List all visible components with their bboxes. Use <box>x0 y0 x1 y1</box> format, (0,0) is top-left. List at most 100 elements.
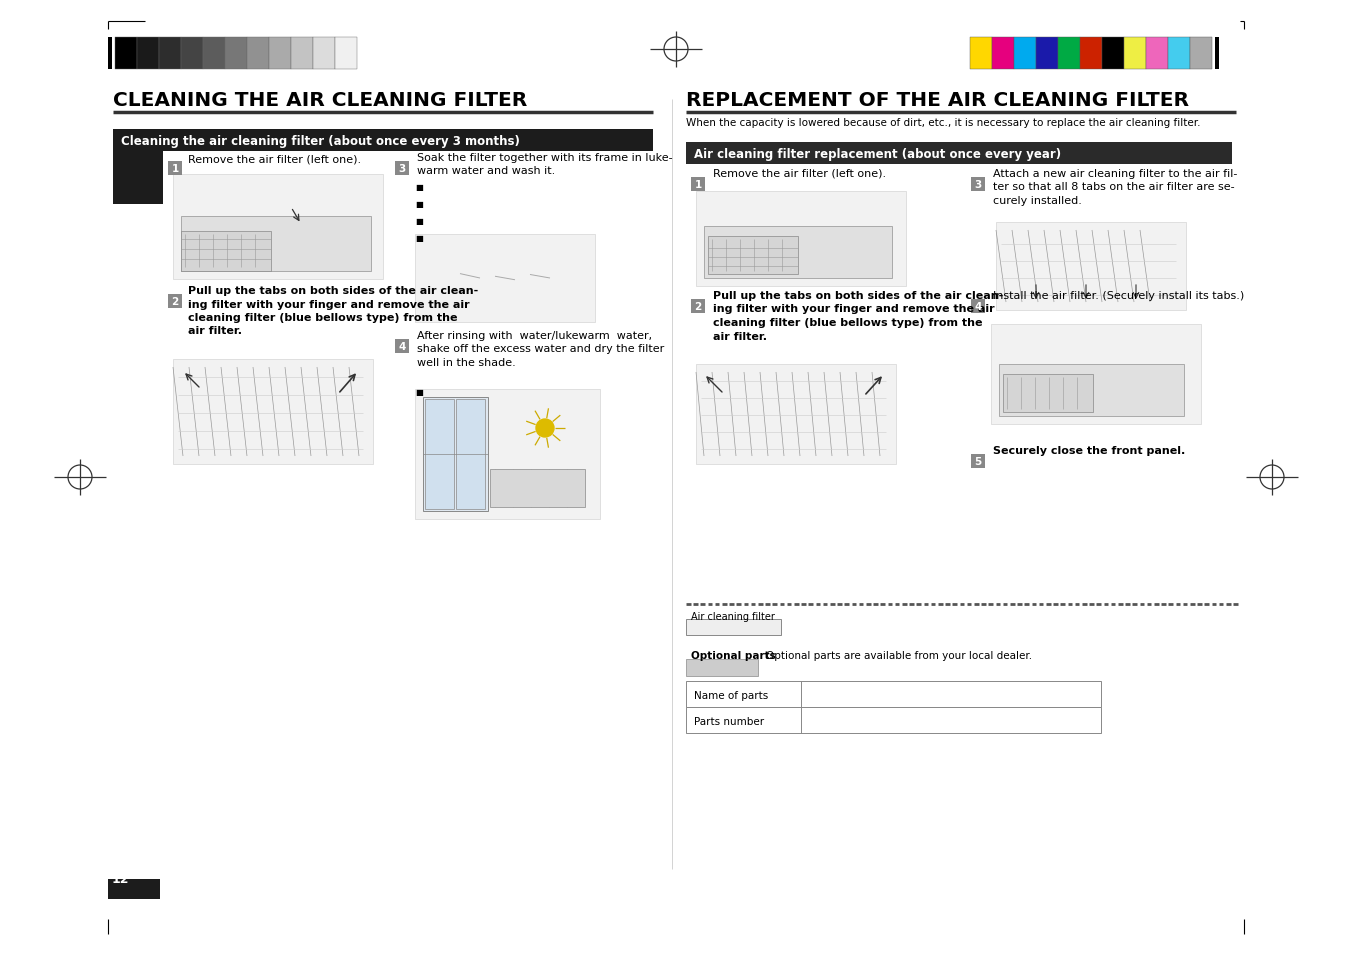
Bar <box>108 38 112 70</box>
Bar <box>425 399 454 510</box>
Text: 12: 12 <box>112 872 130 885</box>
Polygon shape <box>823 239 850 276</box>
Bar <box>1003 375 1092 413</box>
Bar <box>969 38 992 70</box>
Bar <box>1059 38 1080 70</box>
Bar <box>996 223 1186 311</box>
Text: After rinsing with  water/lukewarm  water,: After rinsing with water/lukewarm water, <box>416 331 652 340</box>
Text: ing filter with your finger and remove the air: ing filter with your finger and remove t… <box>713 304 995 314</box>
Text: 2: 2 <box>172 296 178 307</box>
Text: Optional parts are available from your local dealer.: Optional parts are available from your l… <box>767 650 1032 660</box>
Bar <box>991 325 1201 424</box>
Bar <box>224 38 247 70</box>
Bar <box>415 234 595 323</box>
Text: Attach a new air cleaning filter to the air fil-: Attach a new air cleaning filter to the … <box>992 169 1237 179</box>
Text: Optional parts: Optional parts <box>691 650 776 660</box>
Bar <box>691 178 704 192</box>
Text: Name of parts: Name of parts <box>694 690 768 700</box>
Bar <box>456 399 485 510</box>
Bar <box>691 299 704 314</box>
Polygon shape <box>1117 376 1146 415</box>
Text: ■: ■ <box>415 183 423 192</box>
Bar <box>685 659 758 677</box>
Text: ■: ■ <box>415 233 423 243</box>
Bar <box>181 216 370 272</box>
Bar <box>1036 38 1059 70</box>
Bar <box>395 162 410 175</box>
Bar <box>999 365 1184 416</box>
Text: ing filter with your finger and remove the air: ing filter with your finger and remove t… <box>188 299 469 309</box>
Bar <box>1124 38 1146 70</box>
Text: ■: ■ <box>415 388 423 396</box>
Text: ter so that all 8 tabs on the air filter are se-: ter so that all 8 tabs on the air filter… <box>992 182 1234 193</box>
Text: Soak the filter together with its frame in luke-: Soak the filter together with its frame … <box>416 152 673 163</box>
Bar <box>114 130 653 152</box>
Text: cleaning filter (blue bellows type) from the: cleaning filter (blue bellows type) from… <box>713 317 983 328</box>
Text: well in the shade.: well in the shade. <box>416 357 515 368</box>
Text: Securely close the front panel.: Securely close the front panel. <box>992 446 1186 456</box>
Bar <box>160 38 181 70</box>
Bar <box>181 232 270 272</box>
Bar <box>291 38 314 70</box>
Bar <box>115 38 137 70</box>
Text: Parts number: Parts number <box>694 717 764 726</box>
Bar <box>1168 38 1190 70</box>
Bar <box>395 339 410 354</box>
Text: cleaning filter (blue bellows type) from the: cleaning filter (blue bellows type) from… <box>188 313 457 323</box>
Bar <box>971 455 986 469</box>
Text: Pull up the tabs on both sides of the air clean-: Pull up the tabs on both sides of the ai… <box>713 291 1003 301</box>
Bar <box>1080 38 1102 70</box>
Bar <box>685 707 1101 733</box>
Polygon shape <box>297 230 329 270</box>
Ellipse shape <box>438 244 572 293</box>
Text: 1: 1 <box>695 180 702 190</box>
Bar <box>489 470 585 507</box>
Bar <box>1190 38 1211 70</box>
Bar <box>114 137 164 205</box>
Bar <box>168 294 183 309</box>
Text: curely installed.: curely installed. <box>992 195 1082 206</box>
Bar <box>1146 38 1168 70</box>
Text: ■: ■ <box>415 200 423 209</box>
Text: Remove the air filter (left one).: Remove the air filter (left one). <box>188 154 361 165</box>
Text: Cleaning the air cleaning filter (about once every 3 months): Cleaning the air cleaning filter (about … <box>120 135 521 148</box>
Bar <box>247 38 269 70</box>
Text: Air cleaning filter: Air cleaning filter <box>691 612 775 621</box>
Text: ■: ■ <box>415 216 423 226</box>
Bar <box>685 143 1232 165</box>
Text: air filter.: air filter. <box>713 331 767 341</box>
Text: REPLACEMENT OF THE AIR CLEANING FILTER: REPLACEMENT OF THE AIR CLEANING FILTER <box>685 91 1188 110</box>
Bar <box>173 174 383 280</box>
Bar <box>173 359 373 464</box>
Text: 4: 4 <box>399 341 406 352</box>
Text: 1: 1 <box>172 164 178 173</box>
Text: air filter.: air filter. <box>188 326 242 336</box>
Bar <box>269 38 291 70</box>
Text: shake off the excess water and dry the filter: shake off the excess water and dry the f… <box>416 344 664 355</box>
Bar <box>168 162 183 175</box>
Text: Air cleaning filter replacement (about once every year): Air cleaning filter replacement (about o… <box>694 148 1061 161</box>
Bar <box>971 178 986 192</box>
Text: 2: 2 <box>695 302 702 312</box>
Bar <box>1102 38 1124 70</box>
Text: Pull up the tabs on both sides of the air clean-: Pull up the tabs on both sides of the ai… <box>188 286 479 295</box>
Bar <box>415 390 600 519</box>
Bar <box>704 227 892 278</box>
Bar <box>335 38 357 70</box>
Text: When the capacity is lowered because of dirt, etc., it is necessary to replace t: When the capacity is lowered because of … <box>685 118 1201 128</box>
Text: 3: 3 <box>399 164 406 173</box>
Text: CLEANING THE AIR CLEANING FILTER: CLEANING THE AIR CLEANING FILTER <box>114 91 527 110</box>
Bar <box>137 38 160 70</box>
Bar <box>971 299 986 314</box>
Bar <box>685 681 1101 707</box>
Bar <box>108 879 160 899</box>
Circle shape <box>535 419 554 437</box>
Text: Install the air filter. (Securely install its tabs.): Install the air filter. (Securely instal… <box>992 291 1244 301</box>
Bar <box>685 619 781 636</box>
Bar <box>1014 38 1036 70</box>
Text: 4: 4 <box>975 302 982 312</box>
Text: warm water and wash it.: warm water and wash it. <box>416 167 556 176</box>
Text: Remove the air filter (left one).: Remove the air filter (left one). <box>713 169 886 179</box>
Bar <box>203 38 224 70</box>
Bar <box>992 38 1014 70</box>
